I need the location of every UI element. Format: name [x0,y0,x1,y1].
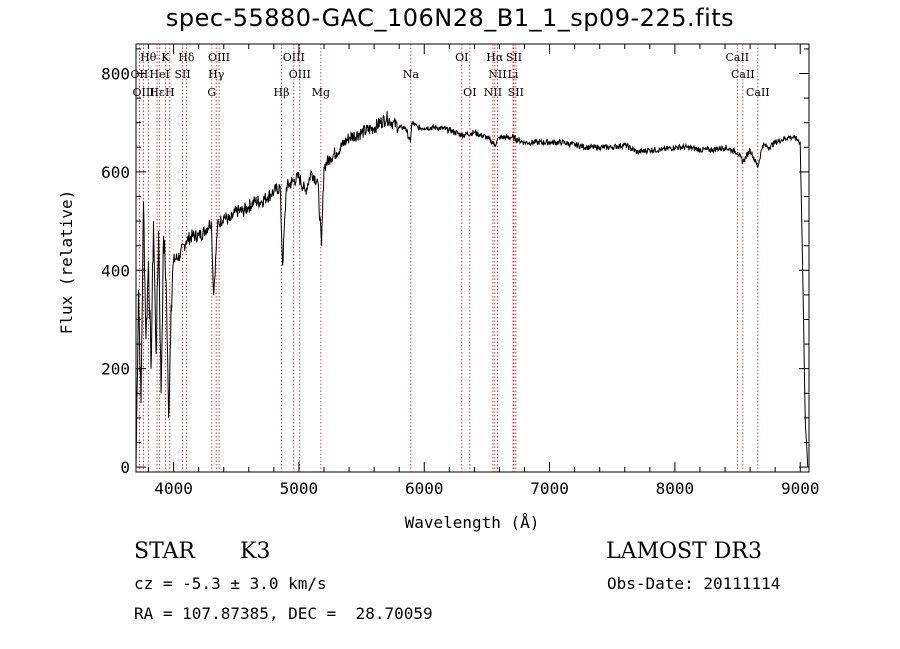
line-label-lines_top-3: OIII [208,51,230,64]
line-label-lines_top-2: Hδ [178,51,195,64]
line-label-lines_top-0: Hθ [140,51,157,64]
line-label-lines_top-6: Hα [486,51,504,64]
line-label-lines_low-8: SII [508,86,524,99]
line-label-lines_top-4: OIII [283,51,305,64]
x-tick-label-8000: 8000 [656,479,695,498]
line-label-lines_top-5: OI [455,51,468,64]
line-label-lines_low-4: Hβ [274,86,290,99]
line-label-lines_top-1: K [161,51,170,64]
line-label-lines_low-1: Hε [149,86,165,99]
x-tick-label-7000: 7000 [530,479,569,498]
line-label-lines_mid-4: OIII [289,68,311,81]
line-label-lines_mid-0: OII [131,68,149,81]
y-tick-label-800: 800 [101,65,130,84]
line-label-lines_mid-1: HeI [149,68,169,81]
spectral-line-markers [138,44,759,472]
line-label-lines_mid-2: SII [175,68,191,81]
line-label-lines_top-7: SII [506,51,522,64]
line-label-lines_mid-3: Hγ [208,68,225,81]
line-label-lines_low-0: OIII [132,86,154,99]
object-subclass: K3 [240,539,271,564]
line-label-lines_low-5: Mg [312,86,330,99]
line-label-lines_top-8: CaII [725,51,749,64]
redshift-cz: cz = -5.3 ± 3.0 km/s [134,574,327,593]
coordinates: RA = 107.87385, DEC = 28.70059 [134,604,433,623]
line-label-lines_low-6: OI [463,86,476,99]
line-label-lines_mid-5: Na [403,68,420,81]
object-class: STAR [134,539,195,564]
line-label-lines_mid-8: CaII [731,68,755,81]
y-tick-label-0: 0 [120,458,130,477]
y-tick-label-600: 600 [101,163,130,182]
x-tick-label-5000: 5000 [280,479,319,498]
line-label-lines_low-7: NII [484,86,502,99]
axis-ticks [136,44,809,472]
obs-date: Obs-Date: 20111114 [607,574,781,593]
line-label-lines_low-2: H [165,86,175,99]
survey-name: LAMOST DR3 [606,539,762,564]
x-axis-label: Wavelength (Å) [405,513,540,532]
x-tick-label-9000: 9000 [781,479,820,498]
x-tick-label-6000: 6000 [405,479,444,498]
y-tick-label-200: 200 [101,360,130,379]
chart-title: spec-55880-GAC_106N28_B1_1_sp09-225.fits [165,4,735,32]
plot-frame [135,43,810,473]
line-label-lines_low-9: CaII [746,86,770,99]
y-tick-label-400: 400 [101,261,130,280]
axis-tick-labels: 4000 5000 6000 7000 8000 9000 0 200 400 600 800 [101,65,819,498]
spectrum-line [135,111,809,468]
y-axis-label: Flux (relative) [57,190,76,335]
x-tick-label-4000: 4000 [154,479,193,498]
line-label-lines_mid-7: Li [508,68,519,81]
line-label-lines_low-3: G [207,86,216,99]
line-label-lines_mid-6: NII [488,68,506,81]
